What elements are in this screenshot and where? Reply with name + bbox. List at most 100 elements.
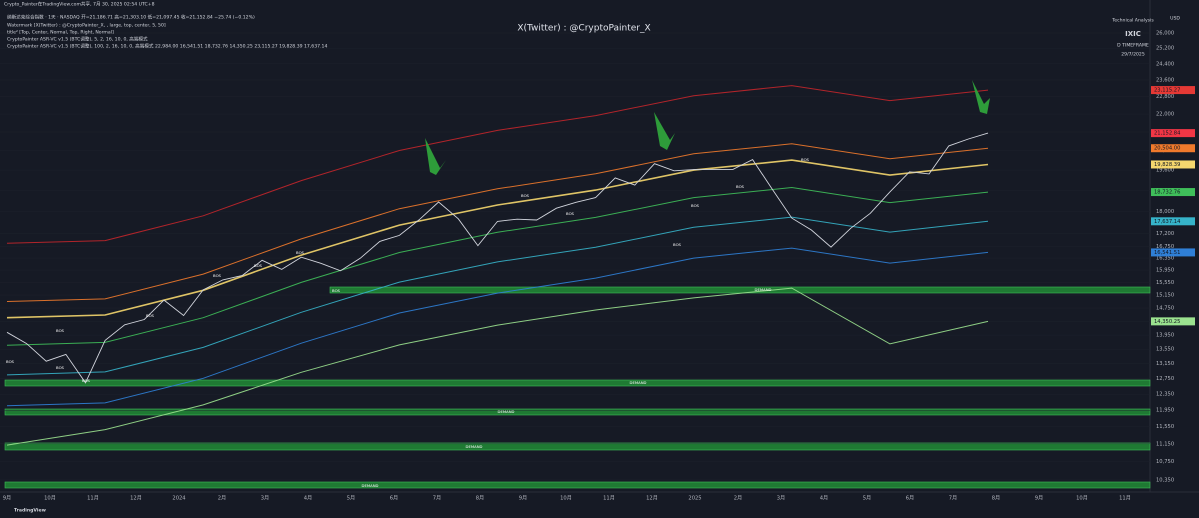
plot [0,32,1150,481]
annotation: DEMAND [755,287,772,292]
y-tick-label: 26,000 [1156,31,1174,37]
y-tick-label: 19,600 [1156,168,1174,174]
x-tick-label: 10月 [1076,495,1088,502]
y-tick-label: 13,950 [1156,333,1174,339]
y-tick-label: 15,150 [1156,293,1174,299]
price-badge [1151,248,1195,257]
legend-line: CryptoPainter ASR-VC v1.5 (BTC调整), 5, 2,… [7,36,148,43]
price-badge-label: 16,541.51 [1154,250,1180,256]
legend-line: 纳斯达克综合指数 · 1天 · NASDAQ 开=21,186.71 高=21,… [7,14,255,21]
price-badge [1151,144,1195,153]
legend-line: title² [Top, Center, Normal, Top, Right,… [7,30,114,36]
x-tick-label: 10月 [44,495,56,502]
annotation: DEMAND [466,444,483,449]
demand-zone [329,286,1151,294]
annotation: BOS [736,184,745,189]
price-badge-label: 23,115.27 [1154,88,1180,94]
price-badge [1151,217,1195,226]
y-tick-label: 15,950 [1156,268,1174,274]
x-tick-label: 11月 [87,495,99,502]
info-symbol: IXIC [1125,30,1141,38]
price-badge [1151,86,1195,95]
info-timeframe: D TIMEFRAME [1117,43,1149,49]
demand-zone [4,481,1151,489]
y-tick-label: 11,150 [1156,441,1174,447]
x-tick-label: 9月 [3,495,12,502]
y-tick-label: 14,750 [1156,306,1174,312]
annotation: BOS [801,157,810,162]
x-tick-label: 2月 [734,495,743,502]
x-tick-label: 11月 [603,495,615,502]
y-tick-label: 24,400 [1156,61,1174,67]
x-tick-label: 4月 [820,495,829,502]
arrows [425,80,990,175]
x-tick-label: 11月 [1119,495,1131,502]
y-tick-label: 10,350 [1156,477,1174,483]
demand-zone [4,442,1151,451]
y-tick-label: 11,550 [1156,424,1174,430]
annotation: BOS [566,211,575,216]
demand-zone [4,379,1151,387]
annotation: DEMAND [362,483,379,488]
arrow [654,112,675,150]
x-tick-label: 7月 [949,495,958,502]
band-line [6,186,989,346]
annotation: BOS [213,273,222,278]
band-line [6,216,989,376]
annotation: BOS [82,378,91,383]
annotation: BOS [56,328,65,333]
watermark: X(Twitter) : @CryptoPainter_X [517,24,650,34]
x-tick-label: 3月 [261,495,270,502]
price-badge-label: 21,152.84 [1154,131,1181,137]
currency: USD [1170,16,1180,22]
annotation: BOS [254,263,263,268]
legend-line: CryptoPainter ASR-VC v1.5 (BTC调整), 100, … [7,43,327,50]
x-tick-label: 2024 [172,496,186,502]
annotation: BOS [673,242,682,247]
x-tick-label: 6月 [390,495,399,502]
annotation: DEMAND [498,409,515,414]
x-tick-label: 5月 [347,495,356,502]
band-line [6,247,989,407]
price-badge [1151,188,1195,197]
y-tick-label: 13,150 [1156,361,1174,367]
band-line [6,143,989,302]
y-tick-label: 23,600 [1156,77,1174,83]
band-line [6,85,989,244]
price-badge [1151,317,1195,326]
annotation: BOS [332,288,341,293]
band-line [6,287,989,446]
y-tick-label: 22,800 [1156,94,1174,100]
demand-zone [4,408,1151,416]
info-title: Technical Analysis [1111,18,1154,24]
x-tick-label: 4月 [304,495,313,502]
annotation: BOS [521,193,530,198]
demand-zones [4,286,1151,489]
y-tick-label: 18,000 [1156,209,1174,215]
arrow [425,138,446,175]
price-badge-label: 17,637.14 [1154,219,1181,225]
annotation: BOS [691,203,700,208]
x-tick-label: 3月 [777,495,786,502]
arrow [972,80,990,114]
y-tick-label: 16,750 [1156,244,1174,250]
footer-logo: TradingView [14,508,47,514]
price-badge-label: 18,732.76 [1154,190,1180,196]
y-tick-label: 12,750 [1156,376,1174,382]
annotation: BOS [296,250,305,255]
x-tick-label: 2025 [688,496,701,502]
price-line [6,132,989,384]
y-tick-label: 12,350 [1156,392,1174,398]
x-tick-label: 10月 [560,495,572,502]
annotation: BOS [146,313,155,318]
x-tick-label: 12月 [646,495,658,502]
y-tick-label: 11,950 [1156,408,1174,414]
x-tick-label: 9月 [1035,495,1044,502]
price-badge-label: 20,504.00 [1154,146,1180,152]
annotation: DEMAND [630,380,647,385]
x-tick-label: 6月 [906,495,915,502]
